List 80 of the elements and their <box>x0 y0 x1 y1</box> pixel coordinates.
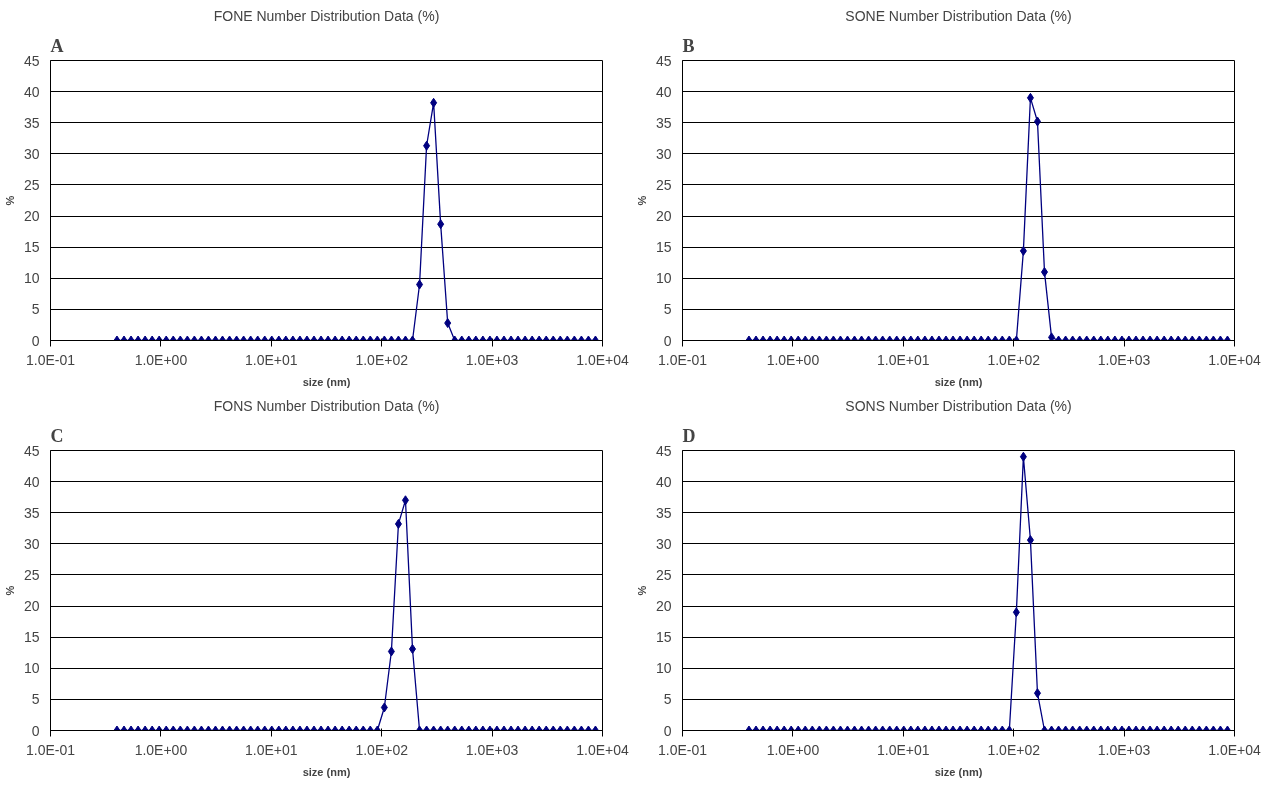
y-tick-label: 15 <box>655 629 672 646</box>
y-tick-label: 10 <box>655 660 672 677</box>
x-tick-label: 1.0E+00 <box>134 351 188 368</box>
y-tick-label: 35 <box>23 504 40 521</box>
y-tick-label: 40 <box>655 83 672 100</box>
y-tick-label: 35 <box>655 114 672 131</box>
x-tick-label: 1.0E+02 <box>987 741 1041 758</box>
y-tick-label: 45 <box>655 52 672 69</box>
y-tick-label: 5 <box>31 691 40 708</box>
y-tick-label: 30 <box>23 145 40 162</box>
y-tick-label: 15 <box>655 239 672 256</box>
x-axis-title: size (nm) <box>302 375 351 388</box>
y-tick-label: 5 <box>663 301 672 318</box>
x-axis-title: size (nm) <box>934 375 983 388</box>
x-tick-label: 1.0E+03 <box>465 351 519 368</box>
y-axis-title: % <box>635 195 648 206</box>
y-tick-label: 25 <box>655 176 672 193</box>
y-tick-label: 5 <box>31 301 40 318</box>
y-tick-label: 30 <box>23 535 40 552</box>
y-tick-label: 30 <box>655 535 672 552</box>
y-tick-label: 30 <box>655 145 672 162</box>
y-tick-label: 40 <box>655 473 672 490</box>
y-tick-label: 40 <box>23 473 40 490</box>
y-tick-label: 0 <box>31 722 40 739</box>
x-tick-label: 1.0E-01 <box>25 741 76 758</box>
x-tick-label: 1.0E+02 <box>355 351 409 368</box>
y-tick-label: 10 <box>23 270 40 287</box>
y-axis-title: % <box>3 195 16 206</box>
y-tick-label: 35 <box>655 504 672 521</box>
y-tick-label: 15 <box>23 629 40 646</box>
y-tick-label: 25 <box>23 176 40 193</box>
x-tick-label: 1.0E+02 <box>987 351 1041 368</box>
x-tick-label: 1.0E+01 <box>877 741 930 758</box>
x-axis-title: size (nm) <box>302 765 351 778</box>
x-tick-label: 1.0E+04 <box>576 351 629 368</box>
x-tick-label: 1.0E+01 <box>245 741 298 758</box>
x-tick-label: 1.0E+01 <box>245 351 298 368</box>
x-tick-label: 1.0E-01 <box>25 351 76 368</box>
chart-title: FONE Number Distribution Data (%) <box>213 7 440 24</box>
x-tick-label: 1.0E+00 <box>766 741 820 758</box>
y-tick-label: 0 <box>663 332 672 349</box>
y-tick-label: 10 <box>23 660 40 677</box>
y-tick-label: 20 <box>23 208 40 225</box>
y-tick-label: 25 <box>23 566 40 583</box>
y-tick-label: 45 <box>23 52 40 69</box>
x-tick-label: 1.0E-01 <box>657 741 708 758</box>
y-axis-title: % <box>3 585 16 596</box>
y-tick-label: 10 <box>655 270 672 287</box>
x-axis-title: size (nm) <box>934 765 983 778</box>
text: D <box>682 425 696 446</box>
text: C <box>50 425 64 446</box>
y-tick-label: 5 <box>663 691 672 708</box>
y-tick-label: 0 <box>663 722 672 739</box>
x-tick-label: 1.0E+01 <box>877 351 930 368</box>
chart-title: SONS Number Distribution Data (%) <box>845 397 1072 414</box>
y-tick-label: 20 <box>655 598 672 615</box>
x-tick-label: 1.0E+02 <box>355 741 409 758</box>
x-tick-label: 1.0E+04 <box>576 741 629 758</box>
x-tick-label: 1.0E+00 <box>766 351 820 368</box>
y-tick-label: 45 <box>655 442 672 459</box>
x-tick-label: 1.0E+04 <box>1208 351 1261 368</box>
chart-title: FONS Number Distribution Data (%) <box>213 397 440 414</box>
y-axis-title: % <box>635 585 648 596</box>
text: A <box>50 35 64 56</box>
text: B <box>682 35 695 56</box>
x-tick-label: 1.0E+03 <box>465 741 519 758</box>
y-tick-label: 0 <box>31 332 40 349</box>
y-tick-label: 25 <box>655 566 672 583</box>
y-tick-label: 15 <box>23 239 40 256</box>
x-tick-label: 1.0E+03 <box>1097 741 1151 758</box>
chart-title: SONE Number Distribution Data (%) <box>845 7 1072 24</box>
y-tick-label: 40 <box>23 83 40 100</box>
x-tick-label: 1.0E+03 <box>1097 351 1151 368</box>
y-tick-label: 35 <box>23 114 40 131</box>
x-tick-label: 1.0E+00 <box>134 741 188 758</box>
x-tick-label: 1.0E+04 <box>1208 741 1261 758</box>
x-tick-label: 1.0E-01 <box>657 351 708 368</box>
y-tick-label: 45 <box>23 442 40 459</box>
y-tick-label: 20 <box>655 208 672 225</box>
y-tick-label: 20 <box>23 598 40 615</box>
